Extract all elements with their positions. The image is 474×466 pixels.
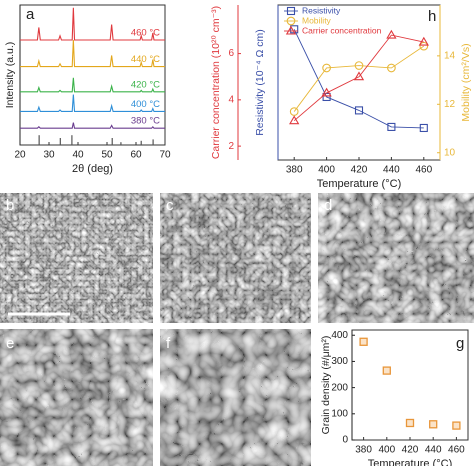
y-tick-label: 10: [444, 147, 456, 158]
marker: [386, 29, 397, 39]
y-tick-label: 14: [444, 51, 456, 62]
sem-images: b c d e f: [0, 193, 474, 466]
series-line: [20, 7, 165, 41]
panel-label: g: [456, 335, 464, 352]
x-tick-label: 460: [448, 445, 465, 456]
series-label: 440 °C: [131, 54, 160, 65]
legend-label: Resistivity: [302, 5, 341, 15]
series-label: 420 °C: [131, 79, 160, 90]
panel-label: d: [324, 197, 332, 214]
marker: [322, 63, 331, 73]
sem-image: [0, 193, 153, 323]
y-tick-label: 12: [444, 99, 456, 110]
sem-image: [0, 329, 153, 466]
x-axis-label: Temperature (°C): [368, 458, 452, 466]
series-label: 400 °C: [131, 99, 160, 110]
legend-marker: [286, 6, 296, 16]
y-tick-label: 100: [331, 408, 348, 419]
legend-marker: [285, 25, 297, 35]
panel-label: e: [6, 335, 14, 352]
x-tick-label: 380: [355, 445, 372, 456]
y-axis-label: Grain density (#/μm²): [320, 336, 332, 435]
sem-image: [160, 193, 311, 323]
series-line: [20, 77, 165, 93]
marker: [419, 41, 429, 51]
panel-label: a: [26, 6, 35, 23]
series-label: 460 °C: [131, 28, 160, 39]
x-tick-label: 380: [286, 165, 303, 176]
panel-label: f: [166, 335, 171, 352]
marker: [452, 421, 461, 430]
marker: [382, 366, 391, 375]
series-line: [293, 45, 425, 112]
marker: [289, 107, 299, 116]
marker: [289, 115, 300, 125]
x-tick-label: 460: [415, 165, 432, 176]
panel-label: b: [6, 197, 14, 214]
x-tick-label: 40: [72, 150, 84, 161]
x-tick-label: 20: [14, 150, 26, 161]
series-line: [20, 39, 165, 68]
marker: [321, 87, 332, 97]
x-tick-label: 30: [43, 150, 55, 161]
x-tick-label: 440: [383, 165, 400, 176]
x-tick-label: 400: [378, 445, 395, 456]
marker: [359, 337, 368, 346]
y-tick-label: 2: [228, 141, 234, 152]
y-tick-label: 400: [331, 330, 348, 341]
series-line: [20, 122, 165, 129]
legend-marker: [286, 16, 296, 26]
y-tick-label: 200: [331, 382, 348, 393]
series-line: [293, 34, 424, 122]
legend-label: Mobility: [302, 15, 332, 25]
panel-label: c: [166, 197, 174, 214]
x-tick-label: 440: [425, 445, 442, 456]
x-tick-label: 420: [351, 165, 368, 176]
x-tick-label: 50: [101, 150, 113, 161]
marker: [353, 71, 365, 81]
legend-label: Carrier concentration: [302, 25, 382, 35]
x-axis-label: 2θ (deg): [72, 163, 113, 175]
sem-image: [160, 329, 311, 466]
x-tick-label: 420: [402, 445, 419, 456]
marker: [387, 63, 396, 73]
y-tick-label: 4: [228, 94, 234, 105]
panel-bg: [318, 323, 474, 466]
marker: [429, 420, 438, 429]
y-tick-label: 0: [342, 435, 348, 446]
x-tick-label: 70: [159, 150, 171, 161]
marker: [354, 61, 364, 70]
series-line: [293, 29, 424, 129]
sem-image: [318, 193, 474, 323]
marker: [387, 122, 396, 131]
marker: [354, 106, 364, 115]
marker: [405, 418, 415, 428]
x-tick-label: 400: [318, 165, 335, 176]
series-line: [20, 94, 165, 112]
marker: [419, 123, 428, 133]
marker: [418, 36, 429, 46]
series-label: 380 °C: [131, 116, 160, 127]
y-axis-label: Mobility (cm²/Vs): [460, 43, 472, 121]
y-tick-label: 6: [228, 48, 234, 59]
x-tick-label: 60: [130, 150, 142, 161]
x-axis-label: Temperature (°C): [317, 178, 401, 190]
y-axis-label: Carrier concentration (10²⁰ cm⁻³): [210, 6, 222, 159]
panel-label: h: [428, 8, 436, 25]
y-axis-label: Resistivity (10⁻⁴ Ω cm): [254, 29, 266, 136]
y-axis-label: Intensity (a.u.): [4, 42, 16, 109]
y-tick-label: 300: [331, 356, 348, 367]
